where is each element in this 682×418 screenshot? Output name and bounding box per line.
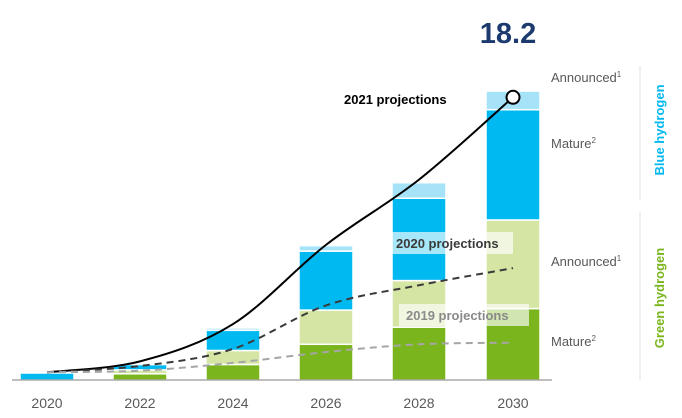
x-tick-2020: 2020 (31, 395, 62, 411)
x-tick-2028: 2028 (403, 395, 434, 411)
x-tick-2030: 2030 (497, 395, 528, 411)
projection-lines-layer (46, 89, 521, 374)
legend-blue-announced: Announced1 (551, 70, 622, 85)
legend-group-green-hydrogen: Green hydrogen (652, 248, 667, 348)
x-tick-2026: 2026 (310, 395, 341, 411)
total-2030-annotation: 18.2 (480, 18, 536, 50)
line-label-2021: 2021 projections (344, 92, 447, 107)
x-tick-2024: 2024 (217, 395, 248, 411)
x-tick-2022: 2022 (124, 395, 155, 411)
legend-green-announced: Announced1 (551, 254, 622, 269)
bar-2022-series-3 (112, 362, 168, 366)
legend-green-mature: Mature2 (551, 334, 596, 349)
legend-blue-mature: Mature2 (551, 136, 596, 151)
projection-line-1 (46, 267, 514, 374)
line-label-2020: 2020 projections (396, 236, 499, 251)
bar-2026-series-3 (298, 244, 354, 252)
line-label-2019-backdrop (399, 304, 529, 326)
bar-2026-series-1 (298, 309, 354, 346)
bar-2024-series-0 (205, 363, 261, 381)
line-label-2019: 2019 projections (406, 308, 509, 323)
bar-2024-series-3 (205, 327, 261, 332)
bar-2020-series-2 (19, 372, 75, 381)
bar-2030-series-2 (485, 108, 541, 221)
projection-2021-endpoint-marker (505, 89, 521, 105)
projection-line-2 (46, 341, 514, 374)
x-axis-ticks: 2020 2022 2024 2026 2028 2030 (31, 395, 528, 411)
bar-2026-series-0 (298, 343, 354, 381)
bar-2022-series-0 (112, 373, 168, 381)
line-label-2020-backdrop (389, 232, 513, 254)
projection-line-0 (46, 96, 514, 374)
legend-group-blue-hydrogen: Blue hydrogen (652, 84, 667, 175)
bar-2028-series-0 (391, 326, 447, 381)
bar-2028-series-3 (391, 181, 447, 200)
